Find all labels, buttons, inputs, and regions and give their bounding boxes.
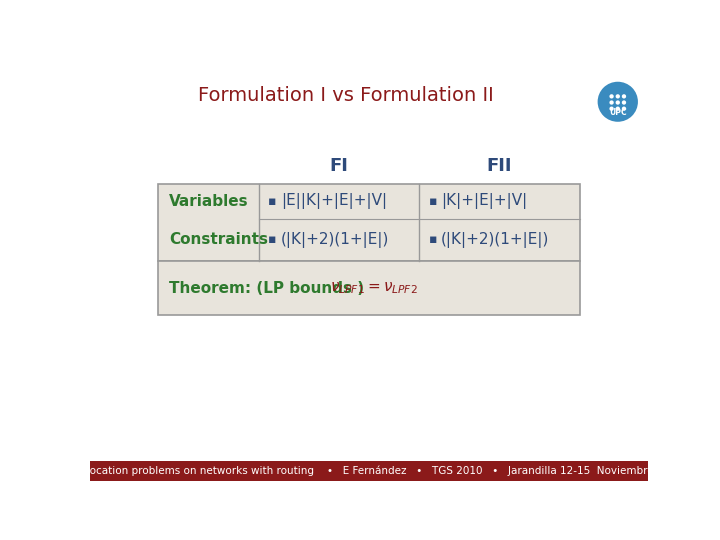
- Circle shape: [609, 94, 613, 98]
- Text: FII: FII: [487, 158, 513, 176]
- Circle shape: [622, 94, 626, 98]
- Text: ▪: ▪: [428, 195, 437, 208]
- Text: UPC: UPC: [609, 108, 626, 117]
- Text: ▪: ▪: [269, 233, 276, 246]
- Text: FI: FI: [330, 158, 348, 176]
- Text: (|K|+2)(1+|E|): (|K|+2)(1+|E|): [281, 232, 389, 248]
- Text: (|K|+2)(1+|E|): (|K|+2)(1+|E|): [441, 232, 549, 248]
- Text: Theorem: (LP bounds ): Theorem: (LP bounds ): [169, 281, 364, 295]
- Circle shape: [622, 100, 626, 105]
- Bar: [158, 184, 580, 261]
- Circle shape: [616, 100, 620, 105]
- Text: ▪: ▪: [269, 195, 276, 208]
- Circle shape: [598, 82, 638, 122]
- Circle shape: [616, 94, 620, 98]
- Bar: [158, 261, 580, 315]
- Circle shape: [609, 100, 613, 105]
- Bar: [90, 461, 648, 481]
- Circle shape: [622, 106, 626, 111]
- Circle shape: [616, 106, 620, 111]
- Text: ▪: ▪: [428, 233, 437, 246]
- Circle shape: [609, 106, 613, 111]
- Text: Constraints: Constraints: [169, 233, 268, 247]
- Text: Variables: Variables: [169, 194, 248, 209]
- Text: $\nu_{LPF1}$$=$$\nu_{LPF2}$: $\nu_{LPF1}$$=$$\nu_{LPF2}$: [330, 280, 418, 296]
- Text: Location problems on networks with routing    •   E Fernández   •   TGS 2010   •: Location problems on networks with routi…: [84, 465, 654, 476]
- Text: |K|+|E|+|V|: |K|+|E|+|V|: [441, 193, 527, 210]
- Text: |E||K|+|E|+|V|: |E||K|+|E|+|V|: [281, 193, 387, 210]
- Text: Formulation I vs Formulation II: Formulation I vs Formulation II: [198, 86, 494, 105]
